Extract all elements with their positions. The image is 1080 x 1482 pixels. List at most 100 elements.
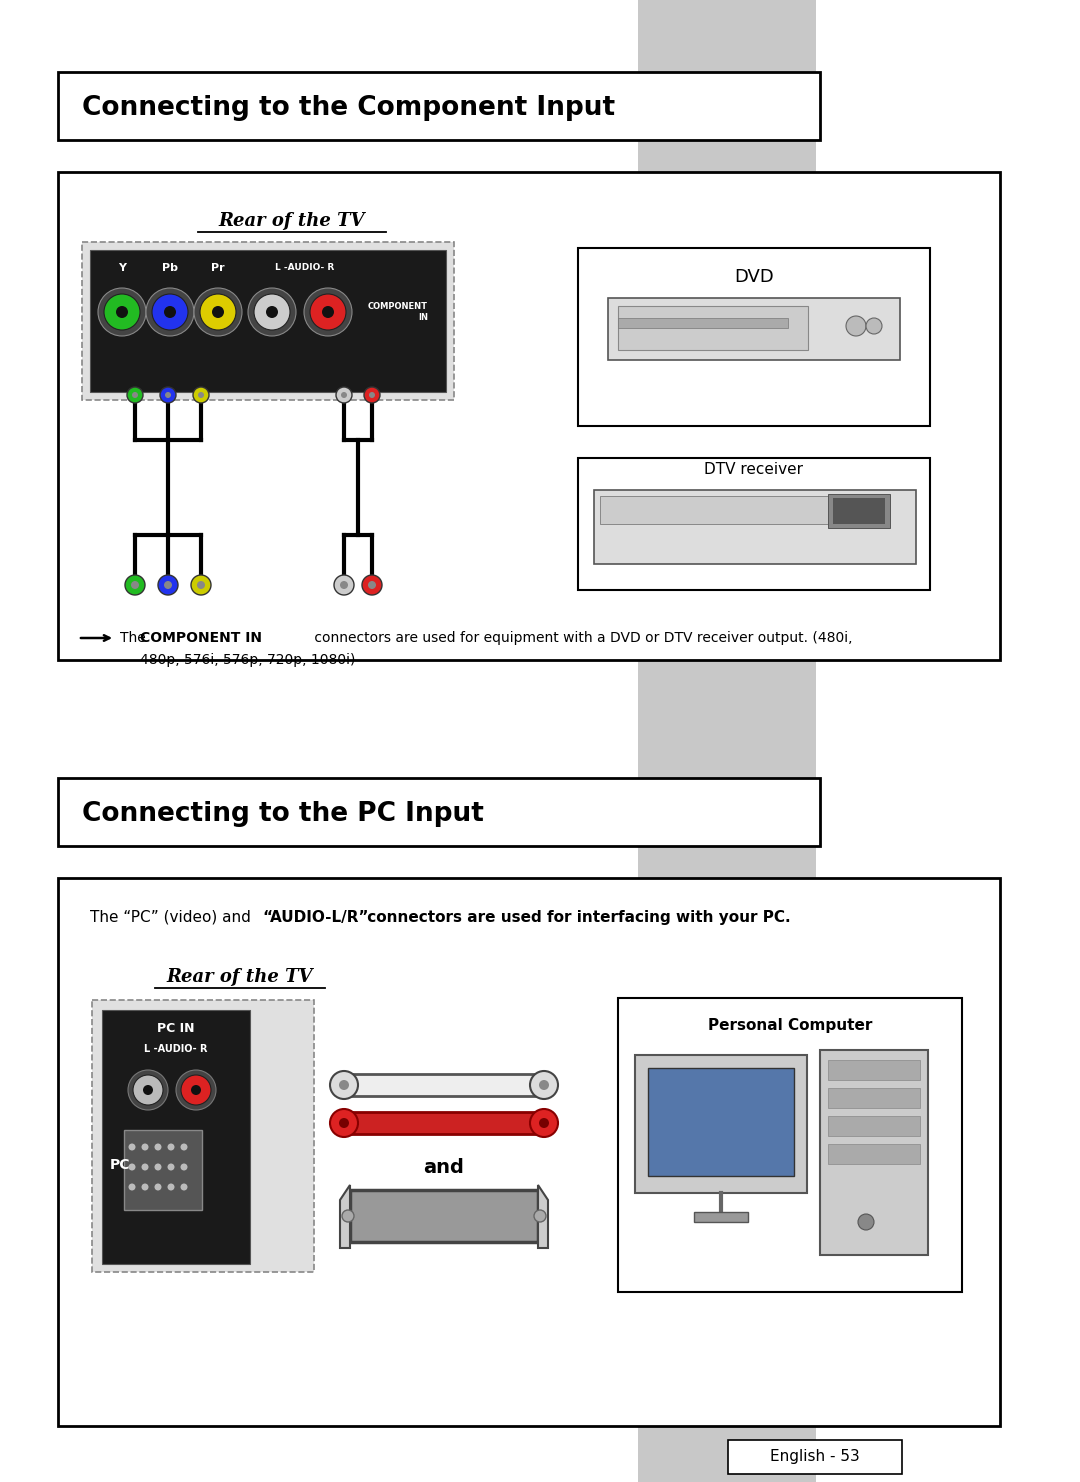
Circle shape <box>131 581 139 588</box>
Text: L -AUDIO- R: L -AUDIO- R <box>145 1043 207 1054</box>
Circle shape <box>303 288 352 336</box>
Text: DVD: DVD <box>734 268 774 286</box>
Bar <box>58 877 1000 1426</box>
Circle shape <box>539 1080 549 1089</box>
Text: “AUDIO-L/R”: “AUDIO-L/R” <box>262 910 368 925</box>
Circle shape <box>362 575 382 594</box>
Text: connectors are used for equipment with a DVD or DTV receiver output. (480i,: connectors are used for equipment with a… <box>310 631 852 645</box>
Circle shape <box>167 1144 175 1150</box>
Text: The: The <box>120 631 150 645</box>
Bar <box>92 1000 314 1272</box>
Text: PC: PC <box>110 1157 131 1172</box>
Circle shape <box>180 1144 188 1150</box>
Circle shape <box>248 288 296 336</box>
Circle shape <box>191 575 211 594</box>
Bar <box>618 319 788 328</box>
Bar <box>828 1144 920 1163</box>
Circle shape <box>141 1163 149 1171</box>
Circle shape <box>539 1117 549 1128</box>
Circle shape <box>167 1184 175 1190</box>
Bar <box>82 242 454 400</box>
Circle shape <box>330 1071 357 1100</box>
Circle shape <box>866 319 882 333</box>
Circle shape <box>339 1117 349 1128</box>
Bar <box>608 298 900 360</box>
Circle shape <box>160 387 176 403</box>
Bar <box>648 1069 794 1177</box>
Circle shape <box>197 581 205 588</box>
Polygon shape <box>538 1186 548 1248</box>
Bar <box>348 1112 540 1134</box>
Bar <box>578 458 930 590</box>
Bar <box>618 997 962 1292</box>
Circle shape <box>339 1080 349 1089</box>
Circle shape <box>858 1214 874 1230</box>
Bar <box>124 1129 202 1209</box>
Bar <box>820 1051 928 1255</box>
Polygon shape <box>340 1186 350 1248</box>
Text: Connecting to the Component Input: Connecting to the Component Input <box>82 95 616 122</box>
Circle shape <box>167 1163 175 1171</box>
Text: PC IN: PC IN <box>158 1023 194 1034</box>
Circle shape <box>342 1209 354 1223</box>
Circle shape <box>191 1085 201 1095</box>
Circle shape <box>194 288 242 336</box>
Bar <box>828 1088 920 1109</box>
Bar <box>728 1441 902 1475</box>
Circle shape <box>125 575 145 594</box>
Circle shape <box>340 581 348 588</box>
Bar <box>58 172 1000 659</box>
Circle shape <box>141 1184 149 1190</box>
Circle shape <box>146 288 194 336</box>
Circle shape <box>181 1074 211 1106</box>
Circle shape <box>116 305 129 319</box>
Circle shape <box>154 1163 162 1171</box>
Circle shape <box>129 1144 135 1150</box>
Text: connectors are used for interfacing with your PC.: connectors are used for interfacing with… <box>362 910 791 925</box>
Bar <box>58 778 820 846</box>
Circle shape <box>254 293 291 330</box>
Circle shape <box>530 1071 558 1100</box>
Text: L -AUDIO- R: L -AUDIO- R <box>275 262 335 273</box>
Text: Rear of the TV: Rear of the TV <box>219 212 365 230</box>
Bar <box>828 1060 920 1080</box>
Bar <box>102 1011 249 1264</box>
Circle shape <box>129 1070 168 1110</box>
Circle shape <box>212 305 224 319</box>
Circle shape <box>341 393 347 399</box>
Bar <box>635 1055 807 1193</box>
Text: Y: Y <box>118 262 126 273</box>
Circle shape <box>152 293 188 330</box>
Circle shape <box>129 1184 135 1190</box>
Bar <box>348 1074 540 1097</box>
Circle shape <box>330 1109 357 1137</box>
Text: The “PC” (video) and: The “PC” (video) and <box>90 910 256 925</box>
Text: Pb: Pb <box>162 262 178 273</box>
Text: Connecting to the PC Input: Connecting to the PC Input <box>82 800 484 827</box>
Circle shape <box>334 575 354 594</box>
Text: Rear of the TV: Rear of the TV <box>166 968 313 986</box>
Bar <box>350 1190 538 1242</box>
Bar <box>578 247 930 425</box>
Bar <box>600 496 860 525</box>
Circle shape <box>132 393 138 399</box>
Circle shape <box>310 293 346 330</box>
Bar <box>694 1212 748 1223</box>
Circle shape <box>133 1074 163 1106</box>
Bar <box>828 494 890 528</box>
Circle shape <box>158 575 178 594</box>
Circle shape <box>198 393 204 399</box>
Text: English - 53: English - 53 <box>770 1449 860 1464</box>
Bar <box>594 491 916 565</box>
Circle shape <box>154 1184 162 1190</box>
Circle shape <box>176 1070 216 1110</box>
Circle shape <box>369 393 375 399</box>
Text: COMPONENT IN: COMPONENT IN <box>140 631 262 645</box>
Bar <box>58 73 820 139</box>
Circle shape <box>530 1109 558 1137</box>
Text: COMPONENT
IN: COMPONENT IN <box>368 302 428 322</box>
Circle shape <box>368 581 376 588</box>
Circle shape <box>180 1163 188 1171</box>
Bar <box>828 1116 920 1137</box>
Circle shape <box>98 288 146 336</box>
